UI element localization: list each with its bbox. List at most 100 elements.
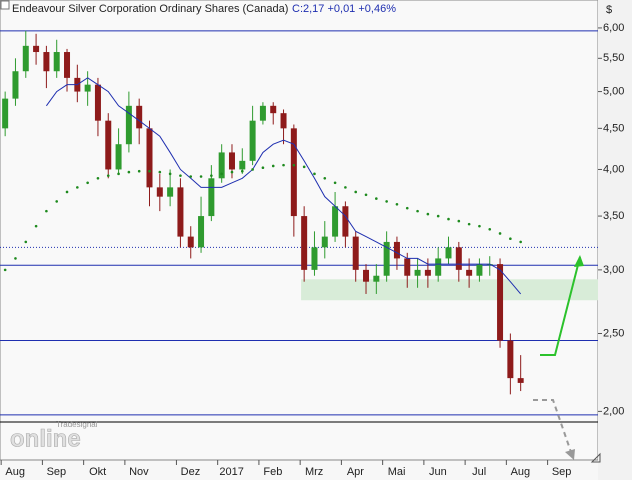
projection-up — [540, 256, 581, 356]
ma-dot — [498, 232, 502, 235]
ma-dot — [220, 172, 223, 176]
candle-body — [342, 206, 349, 237]
ma-dot — [179, 174, 182, 177]
x-tick-label: Sep — [552, 466, 572, 478]
x-tick-label: Mai — [388, 466, 406, 478]
projection-down — [533, 399, 573, 456]
candle-body — [105, 120, 112, 170]
chart-title: Endeavour Silver Corporation Ordinary Sh… — [12, 3, 288, 15]
plot-area — [0, 0, 599, 461]
candle-body — [270, 105, 277, 114]
candle-body — [455, 247, 462, 270]
ma-dot — [240, 169, 244, 173]
currency: $ — [606, 4, 612, 16]
candle-body — [393, 241, 400, 259]
candle-body — [476, 264, 483, 276]
ma-dot — [302, 165, 306, 169]
candle-body — [404, 258, 411, 276]
candle-body — [321, 236, 328, 248]
ma-dot — [375, 197, 378, 200]
ma-dot — [313, 172, 316, 176]
candle-body — [414, 269, 421, 276]
ma-dot — [14, 257, 17, 260]
candle-body — [435, 258, 442, 276]
x-tick-label: Aug — [511, 466, 531, 478]
ma-dot — [65, 190, 69, 194]
ma-dot — [271, 164, 275, 168]
ma-dot — [127, 170, 131, 174]
ma-dot — [478, 224, 481, 228]
candle-body — [311, 247, 318, 270]
candle-body — [115, 144, 122, 170]
candle-body — [125, 105, 132, 145]
candle-body — [445, 247, 452, 259]
ma-dot — [251, 168, 254, 171]
ma-dot — [344, 186, 347, 189]
candle-body — [497, 264, 504, 341]
quote: C:2,17 +0,01 +0,46% — [292, 3, 396, 15]
ma-dot — [457, 219, 461, 223]
candle-body — [64, 52, 71, 78]
ma-dot — [199, 175, 203, 178]
ma-dot — [354, 190, 358, 194]
candle-body — [363, 269, 370, 282]
candle-body — [84, 84, 91, 92]
ma-dot — [189, 175, 193, 178]
ma-dot — [364, 193, 368, 197]
ma-dot — [519, 240, 522, 244]
ma-dot — [168, 172, 172, 176]
y-tick-label: 5,50 — [603, 52, 624, 64]
support-zone — [301, 279, 598, 301]
candle-body — [22, 45, 29, 72]
ma-dot — [55, 200, 59, 203]
ma-dot — [117, 172, 120, 176]
y-tick-label: 5,00 — [603, 85, 624, 97]
y-axis-panel — [598, 0, 632, 480]
candle-body — [280, 113, 287, 129]
x-tick-label: Dez — [181, 466, 201, 478]
candle-body — [94, 84, 101, 121]
ma-dot — [96, 176, 100, 180]
candle-body — [373, 275, 380, 282]
ma-dot — [106, 174, 110, 177]
ma-dot — [86, 181, 89, 185]
ma-dot — [45, 209, 48, 213]
y-tick-label: 2,00 — [603, 405, 624, 417]
ma-dot — [76, 186, 79, 189]
ma-dot — [405, 206, 409, 210]
candle-body — [136, 105, 143, 129]
ma-dot — [333, 181, 337, 185]
ma-dot — [261, 166, 265, 170]
candle-body — [218, 152, 225, 179]
candle-body — [249, 120, 256, 161]
ma-dot — [467, 222, 471, 226]
y-tick-label: 6,00 — [603, 22, 624, 34]
arrow-head — [574, 255, 584, 267]
candle-body — [507, 340, 514, 379]
resize-icon — [590, 452, 601, 463]
ma-dot — [148, 169, 151, 173]
x-tick-label: Jun — [429, 466, 447, 478]
x-tick-label: Mrz — [305, 466, 323, 478]
candle-body — [301, 216, 308, 270]
watermark: Tradesignal — [56, 420, 98, 429]
y-tick-label: 3,00 — [603, 264, 624, 276]
y-tick-label: 2,50 — [603, 327, 624, 339]
watermark: online — [10, 425, 81, 452]
candle-body — [352, 236, 359, 270]
candle-body — [146, 128, 153, 188]
ma-dot — [34, 224, 38, 228]
ma-dot — [426, 212, 430, 216]
x-tick-label: Apr — [347, 466, 364, 478]
candle-body — [53, 52, 60, 72]
y-tick-label: 3,50 — [603, 210, 624, 222]
x-tick-label: Feb — [263, 466, 282, 478]
candle-body — [198, 216, 205, 248]
ma-dot — [395, 203, 399, 206]
candle-body — [43, 52, 50, 72]
candle-body — [208, 178, 215, 217]
x-tick-label: Jul — [472, 466, 486, 478]
ma-dot — [158, 170, 162, 174]
ma-dot — [137, 169, 141, 173]
